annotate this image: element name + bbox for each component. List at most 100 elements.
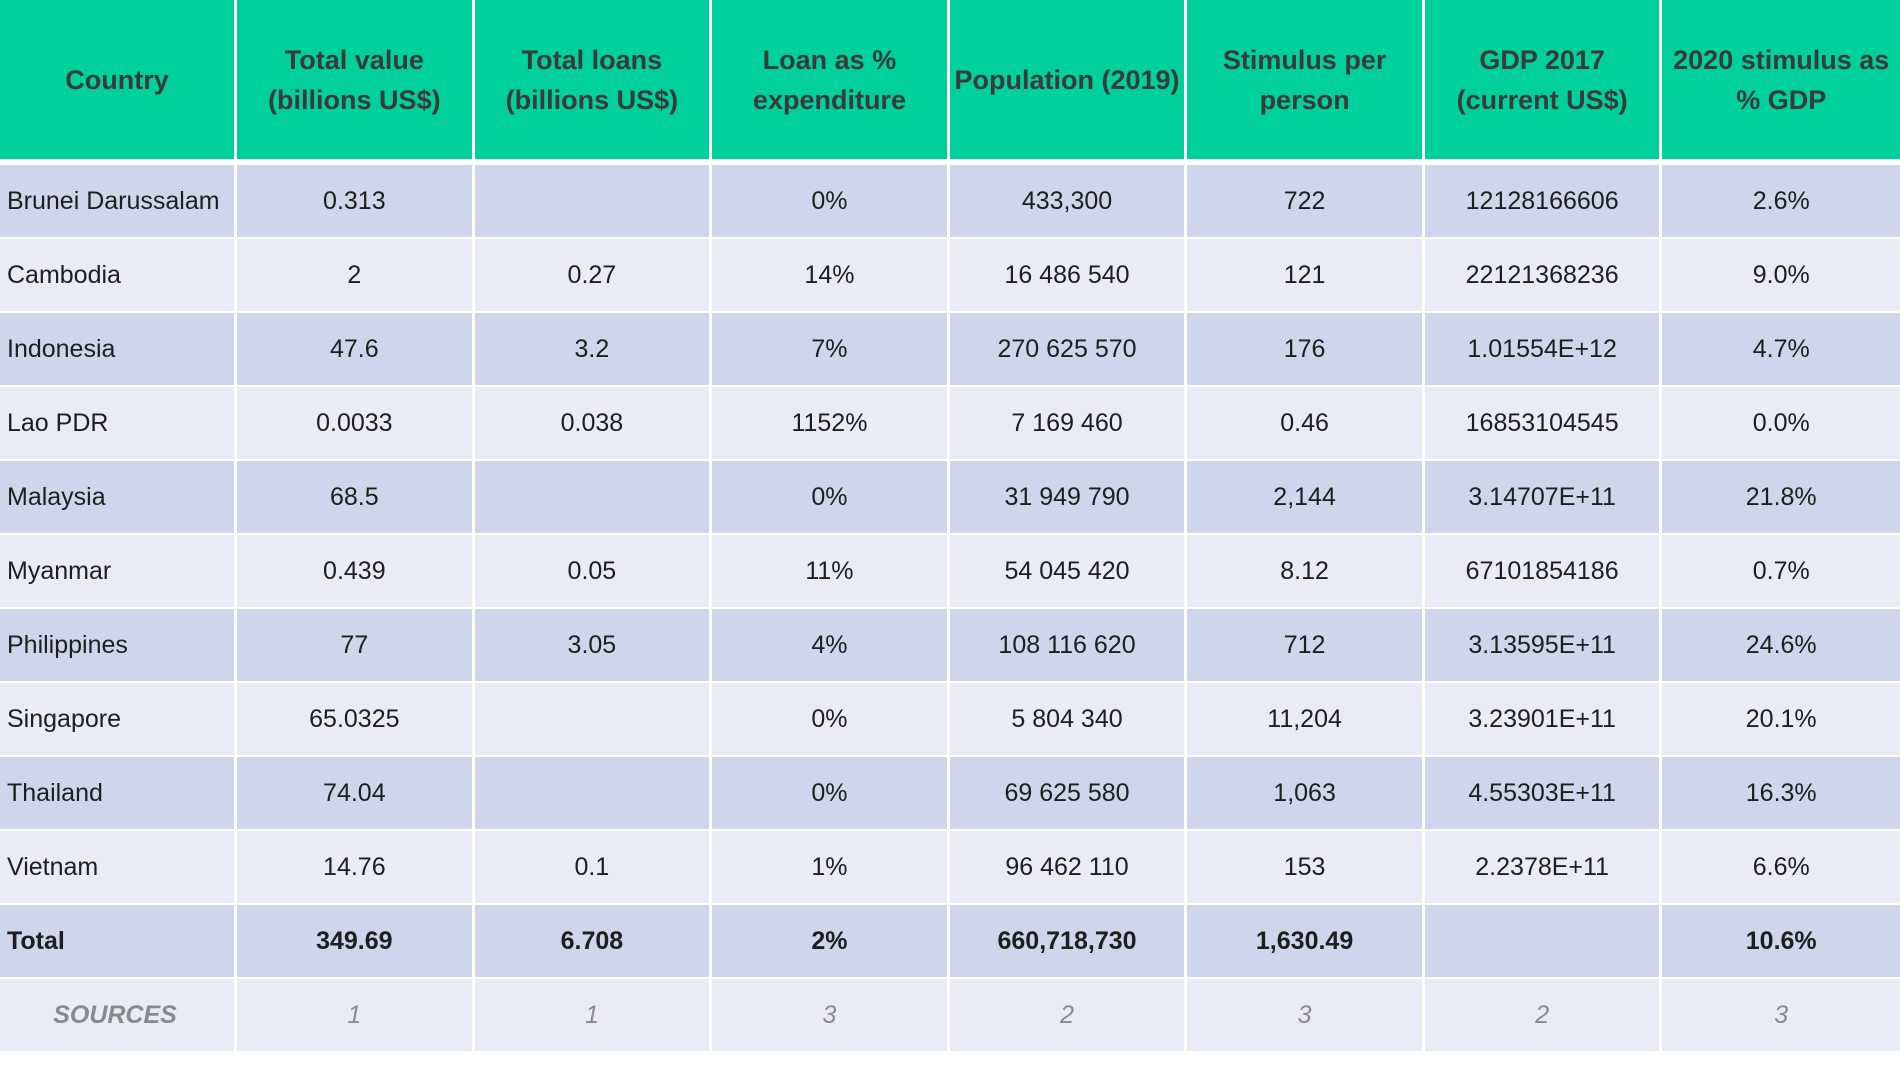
- cell-total-loans: 6.708: [474, 905, 713, 979]
- cell-total-value: 2: [237, 239, 475, 313]
- cell-population: 69 625 580: [949, 757, 1188, 831]
- cell-population: 2: [949, 979, 1188, 1053]
- cell-total-value: 65.0325: [237, 683, 475, 757]
- cell-population: 96 462 110: [949, 831, 1188, 905]
- cell-loan-pct-expenditure: 3: [712, 979, 950, 1053]
- cell-country: Cambodia: [0, 239, 238, 313]
- cell-population: 16 486 540: [949, 239, 1188, 313]
- cell-population: 660,718,730: [949, 905, 1188, 979]
- cell-gdp-2017: 22121368236: [1424, 239, 1663, 313]
- cell-country: Total: [0, 905, 238, 979]
- cell-stimulus-per-person: 1,063: [1187, 757, 1425, 831]
- table-row: Myanmar 0.439 0.05 11% 54 045 420 8.12 6710185…: [0, 535, 1900, 609]
- table-row: Vietnam 14.76 0.1 1% 96 462 110 153 2.2378E+11…: [0, 831, 1900, 905]
- cell-population: 5 804 340: [949, 683, 1188, 757]
- cell-loan-pct-expenditure: 1152%: [712, 387, 950, 461]
- cell-gdp-2017: [1424, 905, 1663, 979]
- cell-loan-pct-expenditure: 11%: [712, 535, 950, 609]
- cell-total-value: 0.439: [237, 535, 475, 609]
- header-stimulus-pct-gdp: 2020 stimulus as % GDP: [1662, 0, 1900, 165]
- cell-total-loans: [474, 683, 713, 757]
- cell-population: 31 949 790: [949, 461, 1188, 535]
- cell-gdp-2017: 1.01554E+12: [1424, 313, 1663, 387]
- cell-stimulus-per-person: 121: [1187, 239, 1425, 313]
- cell-stimulus-per-person: 722: [1187, 165, 1425, 239]
- header-loan-pct-expenditure: Loan as % expenditure: [712, 0, 950, 165]
- table-row: Indonesia 47.6 3.2 7% 270 625 570 176 1.01554E…: [0, 313, 1900, 387]
- cell-stimulus-per-person: 153: [1187, 831, 1425, 905]
- cell-loan-pct-expenditure: 7%: [712, 313, 950, 387]
- table-body: Brunei Darussalam 0.313 0% 433,300 722 121281…: [0, 165, 1900, 1053]
- header-row: Country Total value (billions US$) Total…: [0, 0, 1900, 165]
- cell-loan-pct-expenditure: 1%: [712, 831, 950, 905]
- cell-country: Singapore: [0, 683, 238, 757]
- cell-stimulus-per-person: 712: [1187, 609, 1425, 683]
- cell-stimulus-per-person: 0.46: [1187, 387, 1425, 461]
- cell-total-value: 47.6: [237, 313, 475, 387]
- cell-loan-pct-expenditure: 0%: [712, 683, 950, 757]
- cell-gdp-2017: 2: [1424, 979, 1663, 1053]
- cell-stimulus-per-person: 176: [1187, 313, 1425, 387]
- cell-country: Malaysia: [0, 461, 238, 535]
- cell-stimulus-per-person: 8.12: [1187, 535, 1425, 609]
- cell-stimulus-per-person: 11,204: [1187, 683, 1425, 757]
- cell-population: 54 045 420: [949, 535, 1188, 609]
- cell-stimulus-pct-gdp: 9.0%: [1662, 239, 1900, 313]
- cell-stimulus-pct-gdp: 10.6%: [1662, 905, 1900, 979]
- cell-stimulus-per-person: 3: [1187, 979, 1425, 1053]
- cell-gdp-2017: 12128166606: [1424, 165, 1663, 239]
- header-stimulus-per-person: Stimulus per person: [1187, 0, 1425, 165]
- cell-total-loans: 0.05: [474, 535, 713, 609]
- cell-gdp-2017: 2.2378E+11: [1424, 831, 1663, 905]
- header-total-value: Total value (billions US$): [237, 0, 475, 165]
- table-row: Brunei Darussalam 0.313 0% 433,300 722 121281…: [0, 165, 1900, 239]
- cell-gdp-2017: 4.55303E+11: [1424, 757, 1663, 831]
- cell-gdp-2017: 3.23901E+11: [1424, 683, 1663, 757]
- cell-total-value: 68.5: [237, 461, 475, 535]
- cell-stimulus-pct-gdp: 3: [1662, 979, 1900, 1053]
- cell-total-loans: [474, 757, 713, 831]
- cell-population: 7 169 460: [949, 387, 1188, 461]
- cell-country: Thailand: [0, 757, 238, 831]
- cell-population: 108 116 620: [949, 609, 1188, 683]
- cell-gdp-2017: 16853104545: [1424, 387, 1663, 461]
- cell-stimulus-pct-gdp: 0.7%: [1662, 535, 1900, 609]
- cell-loan-pct-expenditure: 4%: [712, 609, 950, 683]
- header-total-loans: Total loans (billions US$): [474, 0, 713, 165]
- cell-total-value: 14.76: [237, 831, 475, 905]
- cell-gdp-2017: 3.13595E+11: [1424, 609, 1663, 683]
- cell-loan-pct-expenditure: 0%: [712, 461, 950, 535]
- cell-total-loans: 0.27: [474, 239, 713, 313]
- cell-total-value: 77: [237, 609, 475, 683]
- table-row: Singapore 65.0325 0% 5 804 340 11,204 3.23901…: [0, 683, 1900, 757]
- cell-country: Myanmar: [0, 535, 238, 609]
- cell-stimulus-pct-gdp: 6.6%: [1662, 831, 1900, 905]
- cell-country: Brunei Darussalam: [0, 165, 238, 239]
- cell-country: SOURCES: [0, 979, 238, 1053]
- cell-population: 270 625 570: [949, 313, 1188, 387]
- table-row: Cambodia 2 0.27 14% 16 486 540 121 22121368236…: [0, 239, 1900, 313]
- cell-loan-pct-expenditure: 2%: [712, 905, 950, 979]
- header-population: Population (2019): [949, 0, 1188, 165]
- cell-country: Lao PDR: [0, 387, 238, 461]
- cell-stimulus-pct-gdp: 2.6%: [1662, 165, 1900, 239]
- sources-row: SOURCES 1 1 3 2 3 2 3: [0, 979, 1900, 1053]
- table-row: Malaysia 68.5 0% 31 949 790 2,144 3.14707E+11…: [0, 461, 1900, 535]
- cell-stimulus-pct-gdp: 0.0%: [1662, 387, 1900, 461]
- cell-stimulus-per-person: 1,630.49: [1187, 905, 1425, 979]
- cell-country: Philippines: [0, 609, 238, 683]
- table-row: Thailand 74.04 0% 69 625 580 1,063 4.55303E+1…: [0, 757, 1900, 831]
- cell-country: Vietnam: [0, 831, 238, 905]
- cell-total-value: 74.04: [237, 757, 475, 831]
- cell-gdp-2017: 67101854186: [1424, 535, 1663, 609]
- cell-loan-pct-expenditure: 14%: [712, 239, 950, 313]
- cell-total-loans: 0.038: [474, 387, 713, 461]
- cell-total-value: 0.0033: [237, 387, 475, 461]
- cell-total-loans: 3.2: [474, 313, 713, 387]
- cell-total-loans: [474, 165, 713, 239]
- cell-total-value: 1: [237, 979, 475, 1053]
- cell-total-loans: 1: [474, 979, 713, 1053]
- cell-loan-pct-expenditure: 0%: [712, 165, 950, 239]
- cell-stimulus-pct-gdp: 4.7%: [1662, 313, 1900, 387]
